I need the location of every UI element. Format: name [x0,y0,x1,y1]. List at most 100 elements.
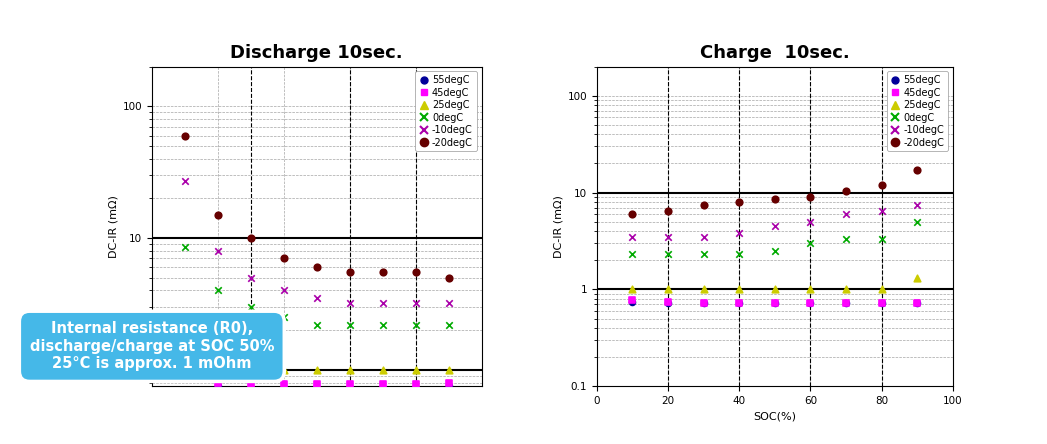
Point [375,300,392,307]
Point [695,233,712,240]
Title: Discharge 10sec.: Discharge 10sec. [230,44,403,62]
Point [176,321,193,328]
X-axis label: SOC(%): SOC(%) [753,412,797,421]
Point [838,300,854,307]
Point [407,366,424,373]
Point [660,233,676,240]
Point [695,286,712,293]
Point [176,369,193,377]
Point [766,247,783,254]
Point [209,351,226,358]
Point [624,210,641,218]
Point [909,167,926,174]
Point [407,381,424,388]
Point [209,211,226,218]
Point [176,132,193,139]
Point [440,366,456,373]
Point [308,294,325,301]
Point [242,274,260,281]
Point [802,286,819,293]
Point [176,351,193,358]
Point [176,244,193,251]
Point [242,385,260,392]
Point [341,366,358,373]
Point [660,286,676,293]
Point [802,300,819,307]
Point [838,236,854,243]
Point [308,264,325,271]
Point [802,194,819,201]
Point [766,300,783,307]
Point [766,300,783,307]
Point [802,218,819,225]
Point [407,321,424,328]
Point [440,274,456,281]
Point [209,379,226,386]
Point [440,321,456,328]
Point [624,296,641,303]
Point [375,385,392,392]
Point [407,269,424,276]
Point [731,251,748,258]
Point [624,298,641,305]
Point [838,210,854,218]
Point [873,300,890,307]
Point [176,178,193,185]
Point [873,236,890,243]
Point [695,300,712,307]
Point [308,321,325,328]
Point [838,187,854,194]
Point [873,207,890,214]
Point [873,182,890,189]
Point [242,234,260,242]
Point [695,300,712,307]
Point [407,300,424,307]
Point [838,286,854,293]
Point [275,381,292,388]
Point [275,287,292,294]
Point [731,230,748,237]
Point [695,251,712,258]
Legend: 55degC, 45degC, 25degC, 0degC, -10degC, -20degC: 55degC, 45degC, 25degC, 0degC, -10degC, … [887,71,948,151]
Point [242,381,260,388]
Y-axis label: DC-IR (mΩ): DC-IR (mΩ) [553,195,563,258]
Point [275,366,292,373]
Point [731,300,748,307]
Point [766,196,783,203]
Point [308,366,325,373]
Point [731,286,748,293]
Point [909,300,926,307]
Point [341,300,358,307]
Point [873,286,890,293]
Legend: 55degC, 45degC, 25degC, 0degC, -10degC, -20degC: 55degC, 45degC, 25degC, 0degC, -10degC, … [416,71,476,151]
Text: Internal resistance (R0),
discharge/charge at SOC 50%
25°C is approx. 1 mOhm: Internal resistance (R0), discharge/char… [29,321,274,371]
Point [909,201,926,208]
Title: Charge  10sec.: Charge 10sec. [699,44,850,62]
Point [209,247,226,254]
Point [838,300,854,307]
Point [341,385,358,392]
Point [660,298,676,305]
Point [242,366,260,373]
Point [624,233,641,240]
Point [660,251,676,258]
Point [766,286,783,293]
Point [375,269,392,276]
Point [440,300,456,307]
Point [909,300,926,307]
Point [660,207,676,214]
Point [766,222,783,230]
Point [275,314,292,321]
Point [660,300,676,307]
Point [731,198,748,206]
Point [341,381,358,388]
Point [375,366,392,373]
Point [375,321,392,328]
Point [802,300,819,307]
Point [341,321,358,328]
Point [909,218,926,225]
Point [440,379,456,386]
Point [731,300,748,307]
Point [802,240,819,247]
Point [341,269,358,276]
